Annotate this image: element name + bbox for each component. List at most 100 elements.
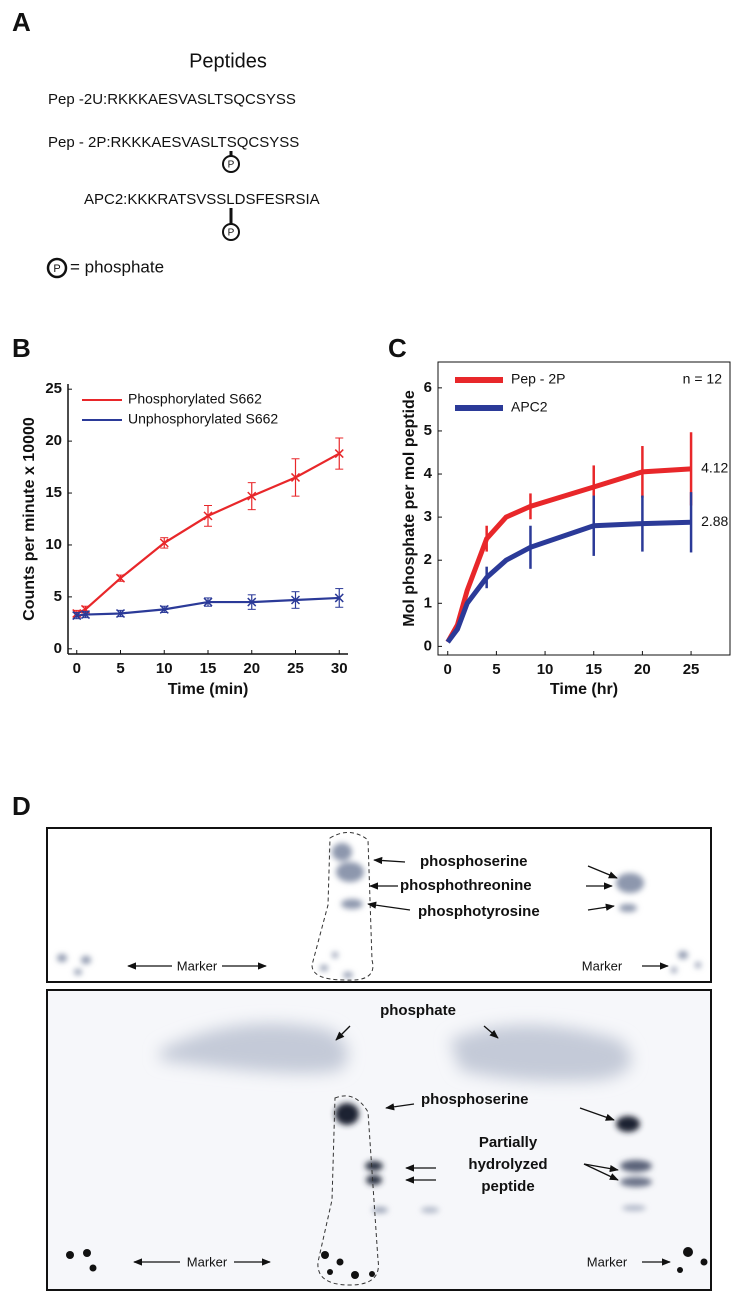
x-tick-label: 0: [73, 660, 81, 677]
legend-text: = phosphate: [70, 257, 164, 276]
spot-label: phosphoserine: [421, 1091, 529, 1108]
y-tick-label: 6: [424, 379, 432, 396]
y-tick-label: 1: [424, 594, 432, 611]
x-tick-label: 5: [492, 661, 500, 678]
arrow: [583, 1163, 619, 1181]
spot-label: Partially: [479, 1134, 538, 1151]
spot-label: hydrolyzed: [468, 1156, 547, 1173]
series-line: [445, 466, 692, 644]
peptides-title: Peptides: [189, 50, 267, 72]
x-axis-label: Time (hr): [550, 681, 618, 698]
phosphate-symbol: P: [228, 160, 235, 171]
arrow: [579, 1107, 615, 1121]
phosphate-circle: [222, 155, 240, 173]
y-axis-label: Mol phosphate per mol peptide: [401, 390, 418, 627]
arrow: [335, 1025, 351, 1041]
series-line: [76, 596, 340, 617]
panel-d: D phosphoserine phosphothreonine phospho…: [12, 791, 712, 1291]
y-axis-label: Counts per minute x 10000: [21, 417, 38, 621]
x-tick-label: 5: [116, 660, 124, 677]
point-marker: [203, 597, 213, 607]
x-tick-label: 10: [156, 660, 173, 677]
spot-label: peptide: [481, 1178, 534, 1195]
phosphate-symbol: P: [228, 228, 235, 239]
arrow: [483, 1025, 499, 1039]
legend-label: APC2: [511, 399, 548, 415]
x-tick-label: 20: [243, 660, 260, 677]
end-value-label: 4.12: [701, 460, 728, 476]
y-tick-label: 15: [45, 484, 62, 501]
tlc-plate: [46, 827, 712, 983]
y-tick-label: 20: [45, 432, 62, 449]
marker-label: Marker: [187, 1254, 228, 1269]
phosphate-smears: [160, 1023, 632, 1082]
arrow: [373, 856, 406, 865]
dashed-outline: [311, 832, 374, 981]
y-tick-label: 0: [54, 640, 62, 657]
spot-label: phosphotyrosine: [418, 903, 540, 920]
point-marker: [247, 491, 257, 501]
x-tick-label: 20: [634, 661, 651, 678]
sequence: Pep - 2P:RKKKAESVASLTSQCSYSS: [48, 134, 299, 151]
marker-label: Marker: [582, 958, 623, 973]
y-tick-label: 5: [54, 588, 62, 605]
spots: [335, 1103, 652, 1213]
arrow: [587, 903, 615, 911]
point-marker: [80, 610, 91, 620]
spot-label: phosphoserine: [420, 853, 528, 870]
legend-label: Pep - 2P: [511, 371, 565, 387]
x-tick-label: 10: [537, 661, 554, 678]
x-tick-label: 0: [444, 661, 452, 678]
point-marker: [115, 608, 126, 619]
point-marker: [159, 538, 169, 548]
point-marker: [290, 595, 301, 605]
x-axis-label: Time (min): [168, 681, 249, 698]
point-marker: [203, 511, 213, 521]
y-tick-label: 0: [424, 637, 432, 654]
dashed-outline: [317, 1095, 379, 1286]
spot-label: phosphate: [380, 1002, 456, 1019]
plot-frame: [437, 361, 731, 656]
y-tick-label: 3: [424, 508, 432, 525]
point-marker: [334, 449, 344, 459]
panel-letter: C: [388, 333, 407, 363]
panel-letter: D: [12, 791, 31, 821]
point-marker: [115, 573, 126, 583]
annotation: n = 12: [683, 371, 723, 387]
y-tick-label: 10: [45, 536, 62, 553]
x-tick-label: 25: [683, 661, 700, 678]
point-marker: [334, 593, 344, 603]
point-marker: [72, 611, 82, 621]
marker-label: Marker: [587, 1254, 628, 1269]
sequence: Pep -2U:RKKKAESVASLTSQCSYSS: [48, 91, 296, 108]
marker-spots: [66, 1247, 708, 1279]
y-tick-label: 5: [424, 422, 432, 439]
y-tick-label: 2: [424, 551, 432, 568]
phosphate-circle: [46, 257, 68, 279]
panel-letter: B: [12, 333, 31, 363]
arrow: [583, 1163, 619, 1173]
y-tick-label: 4: [424, 465, 433, 482]
x-tick-label: 30: [331, 660, 348, 677]
spot-label: phosphothreonine: [400, 877, 532, 894]
y-tick-label: 25: [45, 380, 62, 397]
arrow: [367, 901, 411, 911]
panel-letter: A: [12, 7, 31, 37]
legend-label: Phosphorylated S662: [128, 391, 262, 407]
x-tick-label: 25: [287, 660, 304, 677]
phosphate-circle: [222, 223, 240, 241]
phosphate-symbol: P: [53, 263, 60, 275]
point-marker: [290, 472, 301, 482]
tlc-plate: [46, 989, 712, 1291]
sequence: APC2:KKKRATSVSSLDSFESRSIA: [84, 191, 320, 208]
x-tick-label: 15: [200, 660, 217, 677]
marker-label: Marker: [177, 958, 218, 973]
panel-a: A Peptides Pep -2U:RKKKAESVASLTSQCSYSS P…: [12, 7, 320, 279]
series-line: [76, 452, 340, 615]
spots: [57, 843, 701, 978]
point-marker: [247, 597, 257, 607]
end-value-label: 2.88: [701, 513, 728, 529]
x-tick-label: 15: [585, 661, 602, 678]
arrow: [587, 865, 618, 879]
